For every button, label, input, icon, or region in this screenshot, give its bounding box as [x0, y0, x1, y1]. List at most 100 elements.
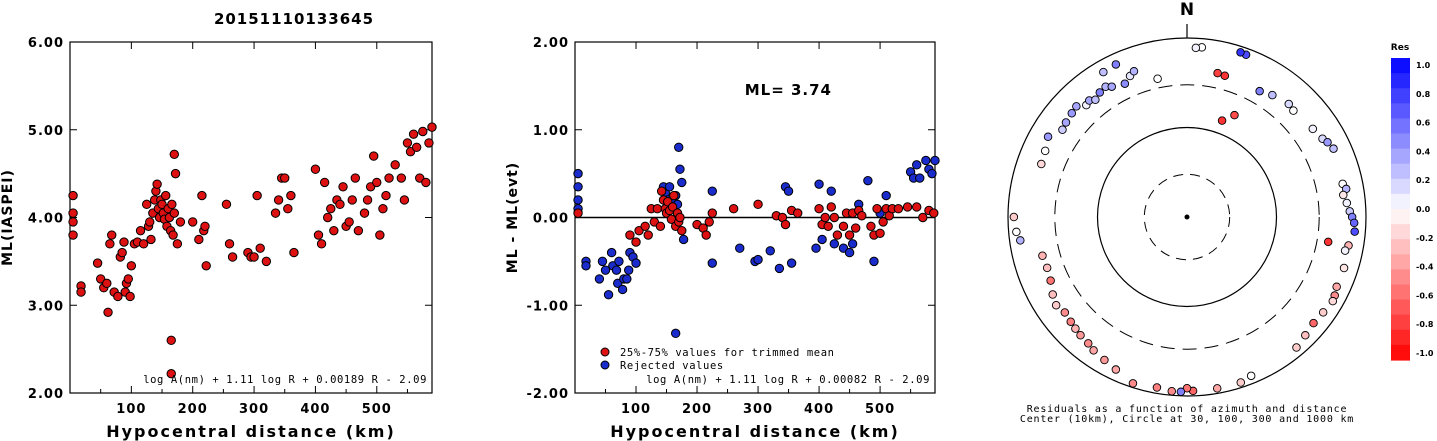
rejected-point [581, 261, 591, 271]
colorbar-swatch [1391, 118, 1410, 135]
station-residual-point [1058, 125, 1067, 135]
data-point [310, 164, 321, 174]
data-point [396, 173, 407, 183]
rejected-point [847, 239, 858, 249]
y-tick-label: 0.00 [533, 212, 569, 227]
data-point [146, 234, 156, 245]
rejected-point [600, 265, 611, 275]
colorbar-swatch [1391, 344, 1410, 361]
data-point [399, 195, 410, 205]
station-residual-point [1012, 227, 1021, 237]
data-point [427, 122, 437, 132]
data-point [227, 252, 238, 262]
data-point [675, 212, 685, 223]
data-point [221, 199, 232, 210]
rejected-point [817, 234, 827, 245]
data-point [390, 160, 400, 170]
station-residual-point [1091, 95, 1100, 104]
colorbar-tick-label: -0.6 [1416, 291, 1434, 300]
data-point [76, 287, 86, 297]
x-tick-label: 400 [300, 402, 330, 417]
data-point [362, 195, 373, 205]
station-residual-point [1040, 146, 1050, 156]
y-tick-label: 2.00 [28, 387, 64, 402]
colorbar-tick-label: 0.6 [1416, 119, 1431, 128]
colorbar-swatch [1391, 148, 1410, 165]
rejected-point [915, 173, 925, 183]
x-axis-label: Hypocentral distance (km) [106, 422, 396, 441]
data-point [344, 217, 354, 227]
ml-residual-panel: -2.00 -1.00 0.00 1.00 2.00 100 200 300 400 500 Hyp… [505, 36, 940, 441]
data-point [255, 243, 265, 253]
station-residual-point [1309, 318, 1318, 328]
station-residual-point [1308, 124, 1318, 134]
data-point [68, 208, 78, 218]
station-residual-point [1350, 227, 1359, 236]
data-point [707, 208, 717, 218]
station-residual-point [1328, 296, 1338, 306]
data-point [378, 204, 388, 214]
rejected-point [753, 254, 763, 265]
data-point [625, 230, 635, 240]
y-tick-label: 6.00 [28, 36, 64, 51]
data-point [261, 256, 272, 267]
station-residual-point [1236, 48, 1245, 57]
station-residual-point [1246, 371, 1256, 381]
station-residual-point [1120, 79, 1130, 88]
data-point [753, 199, 763, 210]
data-point [92, 258, 103, 268]
data-point [844, 230, 855, 240]
rejected-point [597, 256, 608, 267]
rejected-point [573, 195, 583, 205]
station-residual-point [1176, 387, 1186, 397]
data-point [107, 230, 117, 240]
data-point [838, 221, 849, 231]
ml-iaspei-panel: 2.00 3.00 4.00 5.00 6.00 100 200 300 400 500 Hypoc… [0, 36, 437, 441]
data-point [656, 186, 667, 196]
polar-caption: Residuals as a function of azimuth and d… [1027, 404, 1348, 415]
station-residual-point [1212, 384, 1222, 393]
station-residual-point [1289, 106, 1298, 115]
colorbar-tick-label: -0.2 [1416, 234, 1434, 243]
station-residual-point [1100, 355, 1109, 365]
rejected-point [675, 164, 685, 174]
data-point [249, 252, 259, 262]
rejected-point [881, 190, 891, 201]
data-point [138, 239, 149, 249]
data-point [902, 202, 913, 212]
data-point [814, 204, 824, 214]
formula-annotation: log A(nm) + 1.11 log R + 0.00189 R - 2.0… [143, 374, 427, 386]
station-residual-point [1071, 324, 1080, 333]
station-residual-point [1067, 109, 1077, 118]
colorbar-swatch [1391, 299, 1410, 316]
data-point [652, 204, 663, 214]
data-point [119, 237, 129, 247]
rejected-point [921, 155, 931, 166]
station-residual-point [1061, 118, 1071, 127]
data-point [103, 307, 113, 317]
rejected-point [829, 239, 840, 249]
data-point [424, 138, 434, 148]
data-point [113, 291, 123, 302]
rejected-point [774, 263, 785, 274]
data-point [166, 368, 176, 379]
data-point [911, 202, 922, 212]
x-tick-label: 400 [804, 402, 834, 417]
y-tick-label: 2.00 [533, 36, 569, 51]
station-residual-point [1043, 132, 1053, 142]
colorbar-swatch [1391, 239, 1410, 255]
rejected-point [930, 155, 940, 166]
data-point [631, 237, 641, 247]
data-point [375, 230, 385, 240]
station-residual-point [1318, 308, 1328, 317]
station-residual-point [1051, 301, 1061, 310]
data-point [68, 230, 78, 240]
data-point [728, 204, 739, 214]
colorbar-tick-label: -0.4 [1416, 263, 1434, 272]
data-point [573, 208, 583, 218]
rejected-point [863, 175, 873, 186]
colorbar-swatch [1391, 193, 1410, 210]
rejected-point [573, 168, 583, 179]
station-residual-point [1153, 74, 1162, 83]
legend-label: Rejected values [620, 360, 724, 372]
